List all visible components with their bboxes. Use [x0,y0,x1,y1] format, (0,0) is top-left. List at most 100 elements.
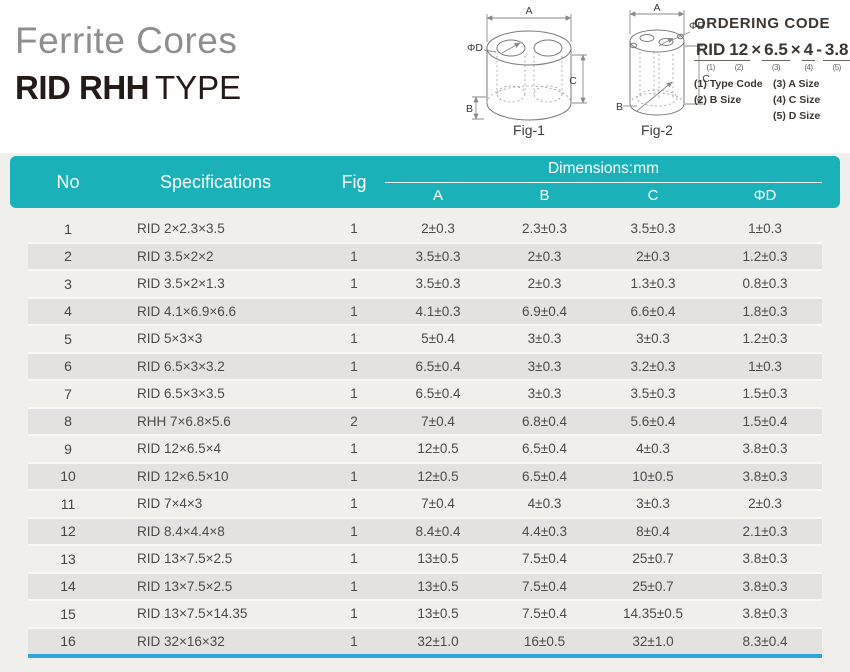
table-bottom-rule [28,654,822,658]
segment-text: RID [694,40,728,61]
cell-c: 10±0.5 [632,468,674,484]
cell-d: 2±0.3 [748,496,782,512]
title-block: Ferrite Cores RID RHH TYPE [15,20,241,107]
dimensions-group-label: Dimensions:mm [385,156,822,183]
cell-spec: RID 12×6.5×4 [137,441,222,457]
spec-table-section: No Specifications Fig Dimensions:mm A B … [0,153,850,672]
cell-fig: 1 [350,276,358,292]
fig1-dim-a-label: A [525,5,532,17]
cell-b: 4.4±0.3 [522,523,567,539]
cell-spec: RHH 7×6.8×5.6 [137,413,231,429]
cell-a: 12±0.5 [417,441,459,457]
table-row: 12 RID 8.4×4.4×8 1 8.4±0.4 4.4±0.3 8±0.4… [28,516,822,544]
cell-d: 8.3±0.4 [742,633,788,649]
cell-no: 7 [64,385,72,402]
cell-spec: RID 8.4×4.4×8 [137,523,225,539]
cell-no: 9 [64,440,72,457]
table-row: 9 RID 12×6.5×4 1 12±0.5 6.5±0.4 4±0.3 3.… [28,434,822,462]
table-row: 3 RID 3.5×2×1.3 1 3.5±0.3 2±0.3 1.3±0.3 … [28,269,822,297]
table-row: 6 RID 6.5×3×3.2 1 6.5±0.4 3±0.3 3.2±0.3 … [28,351,822,379]
ordering-code-block: ORDERING CODE RID (1) 12 (2) × 6.5 (3) ×… [694,15,850,122]
table-row: 1 RID 2×2.3×3.5 1 2±0.3 2.3±0.3 3.5±0.3 … [28,216,822,242]
table-row: 2 RID 3.5×2×2 1 3.5±0.3 2±0.3 2±0.3 1.2±… [28,241,822,269]
cell-spec: RID 4.1×6.9×6.6 [137,303,237,319]
cell-fig: 1 [350,468,358,484]
ordering-code: RID (1) 12 (2) × 6.5 (3) × 4 (4) - 3.8 (… [694,40,850,72]
cell-spec: RID 13×7.5×2.5 [137,578,233,594]
cell-a: 3.5±0.3 [415,248,461,264]
cell-a: 13±0.5 [417,606,459,622]
cell-b: 3±0.3 [527,386,562,402]
cell-d: 3.8±0.3 [742,468,788,484]
fig-2-drawing: A ΦD C B Fig-2 [616,4,710,138]
cell-a: 13±0.5 [417,578,459,594]
cell-spec: RID 7×4×3 [137,496,203,512]
cell-b: 3±0.3 [527,331,562,347]
cell-spec: RID 3.5×2×2 [137,248,214,264]
cell-d: 1.5±0.4 [742,413,788,429]
cell-d: 3.8±0.3 [742,578,788,594]
cell-no: 13 [60,550,76,567]
legend-right-column: (3) A Size (4) C Size (5) D Size [773,78,820,122]
column-header-d: ΦD [753,187,777,204]
legend-item: (4) C Size [773,93,821,106]
cell-fig: 1 [350,221,358,237]
cell-no: 2 [64,248,72,265]
cell-no: 4 [64,303,72,320]
table-row: 13 RID 13×7.5×2.5 1 13±0.5 7.5±0.4 25±0.… [28,544,822,572]
cell-a: 5±0.4 [421,331,455,347]
segment-position: (5) [832,62,842,72]
cell-spec: RID 6.5×3×3.5 [137,386,225,402]
cell-fig: 1 [350,358,358,374]
table-row: 11 RID 7×4×3 1 7±0.4 4±0.3 3±0.3 2±0.3 [28,489,822,517]
cell-a: 2±0.3 [421,221,455,237]
fig1-caption: Fig-1 [513,122,545,138]
column-header-specifications: Specifications [159,171,272,192]
segment-text: 12 [727,40,751,61]
fig1-dim-c-label: C [569,75,577,87]
legend-item: (1) Type Code [694,77,763,90]
cell-b: 7.5±0.4 [522,551,567,567]
segment-position: (4) [804,62,813,72]
cell-a: 32±1.0 [417,633,459,649]
cell-d: 1±0.3 [748,358,782,374]
cell-b: 6.8±0.4 [522,413,567,429]
cell-no: 3 [64,275,72,292]
cell-d: 1.2±0.3 [742,331,788,347]
cell-spec: RID 13×7.5×14.35 [137,606,248,622]
ordering-code-title: ORDERING CODE [694,15,831,32]
segment-text: × [751,40,762,59]
fig2-dim-c-label: C [702,73,710,85]
cell-c: 3±0.3 [636,331,670,347]
subtitle-type-code: RID RHH [15,69,150,106]
cell-d: 1.2±0.3 [742,248,788,264]
fig-1-drawing: A ΦD C B Fig-1 [466,5,587,138]
cell-a: 12±0.5 [417,468,459,484]
ordering-code-legend: (1) Type Code (2) B Size (3) A Size (4) C … [694,78,846,122]
cell-d: 3.8±0.3 [742,551,788,567]
fig2-caption: Fig-2 [641,122,673,138]
cell-d: 1.5±0.3 [742,386,788,402]
cell-c: 25±0.7 [632,551,674,567]
cell-fig: 2 [350,413,358,429]
cell-spec: RID 2×2.3×3.5 [137,221,225,237]
segment-text: 3.8 [822,40,850,61]
cell-c: 3.5±0.3 [630,386,676,402]
cell-b: 3±0.3 [527,358,562,374]
table-row: 14 RID 13×7.5×2.5 1 13±0.5 7.5±0.4 25±0.… [28,571,822,599]
figure-drawings: A ΦD C B Fig-1 [466,4,713,138]
ordering-code-segment: 12 (2) [727,40,751,72]
cell-fig: 1 [350,441,358,457]
ordering-code-segment: × [750,41,762,72]
cell-spec: RID 12×6.5×10 [137,468,229,484]
table-row: 15 RID 13×7.5×14.35 1 13±0.5 7.5±0.4 14.… [28,599,822,627]
cell-c: 3.5±0.3 [630,221,676,237]
page-header: Ferrite Cores RID RHH TYPE A [0,0,850,153]
page-subtitle: RID RHH TYPE [15,69,241,107]
cell-fig: 1 [350,496,358,512]
cell-fig: 1 [350,551,358,567]
cell-b: 2±0.3 [527,276,562,292]
cell-spec: RID 32×16×32 [137,633,225,649]
cell-d: 2.1±0.3 [742,523,788,539]
ordering-code-segment: 6.5 (3) [762,41,790,72]
